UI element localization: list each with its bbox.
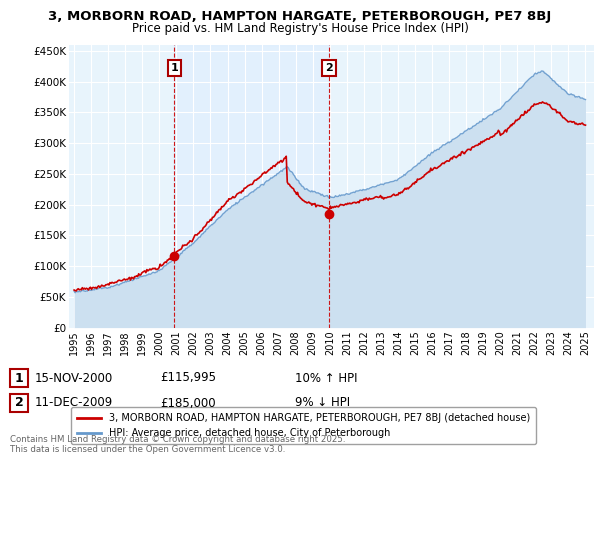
Text: Price paid vs. HM Land Registry's House Price Index (HPI): Price paid vs. HM Land Registry's House … — [131, 22, 469, 35]
Text: £185,000: £185,000 — [160, 396, 215, 409]
Text: 2: 2 — [325, 63, 333, 73]
Text: 3, MORBORN ROAD, HAMPTON HARGATE, PETERBOROUGH, PE7 8BJ: 3, MORBORN ROAD, HAMPTON HARGATE, PETERB… — [49, 10, 551, 23]
Bar — [174, 45, 329, 328]
Legend: 3, MORBORN ROAD, HAMPTON HARGATE, PETERBOROUGH, PE7 8BJ (detached house), HPI: A: 3, MORBORN ROAD, HAMPTON HARGATE, PETERB… — [71, 408, 536, 444]
Text: £115,995: £115,995 — [160, 371, 216, 385]
Text: 1: 1 — [170, 63, 178, 73]
Text: 9% ↓ HPI: 9% ↓ HPI — [295, 396, 350, 409]
Text: 1: 1 — [14, 371, 23, 385]
Text: 2: 2 — [14, 396, 23, 409]
Text: Contains HM Land Registry data © Crown copyright and database right 2025.
This d: Contains HM Land Registry data © Crown c… — [10, 435, 346, 454]
FancyBboxPatch shape — [10, 369, 28, 387]
Text: 15-NOV-2000: 15-NOV-2000 — [35, 371, 113, 385]
Text: 11-DEC-2009: 11-DEC-2009 — [35, 396, 113, 409]
FancyBboxPatch shape — [10, 394, 28, 412]
Text: 10% ↑ HPI: 10% ↑ HPI — [295, 371, 358, 385]
